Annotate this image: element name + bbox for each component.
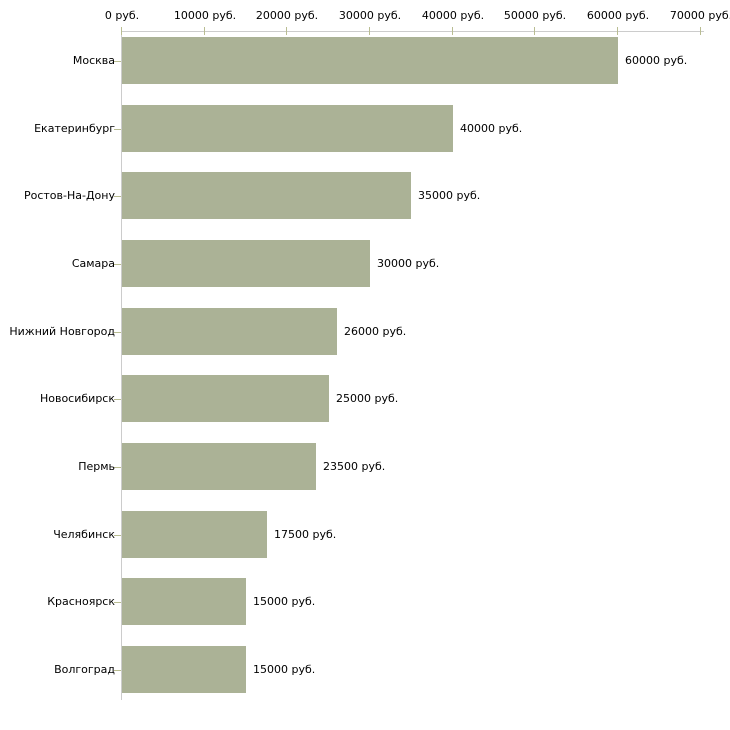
x-tick-mark	[617, 27, 618, 35]
y-tick-mark	[114, 196, 121, 197]
category-label: Ростов-На-Дону	[23, 189, 115, 202]
category-label: Москва	[72, 54, 115, 67]
category-label: Самара	[71, 257, 115, 270]
y-tick-mark	[114, 467, 121, 468]
value-label: 17500 руб.	[274, 528, 337, 541]
x-tick-label: 40000 руб.	[421, 9, 485, 22]
category-label: Красноярск	[47, 595, 115, 608]
value-label: 35000 руб.	[418, 189, 481, 202]
y-axis-line	[121, 31, 122, 700]
x-tick-label: 70000 руб.	[669, 9, 730, 22]
value-label: 25000 руб.	[336, 392, 399, 405]
bar	[122, 443, 316, 490]
bar	[122, 511, 267, 558]
value-label: 23500 руб.	[323, 460, 386, 473]
x-tick-mark	[700, 27, 701, 35]
y-tick-mark	[114, 602, 121, 603]
category-label: Екатеринбург	[34, 122, 115, 135]
x-tick-label: 20000 руб.	[255, 9, 319, 22]
category-label: Пермь	[78, 460, 115, 473]
bar	[122, 646, 246, 693]
category-label: Челябинск	[53, 528, 115, 541]
x-tick-mark	[534, 27, 535, 35]
value-label: 60000 руб.	[625, 54, 688, 67]
x-tick-label: 10000 руб.	[173, 9, 237, 22]
y-tick-mark	[114, 535, 121, 536]
x-tick-mark	[286, 27, 287, 35]
value-label: 26000 руб.	[344, 325, 407, 338]
bar	[122, 240, 370, 287]
bar	[122, 172, 411, 219]
bar	[122, 578, 246, 625]
category-label: Нижний Новгород	[9, 325, 115, 338]
x-tick-mark	[452, 27, 453, 35]
x-tick-mark	[369, 27, 370, 35]
x-tick-label: 60000 руб.	[586, 9, 650, 22]
bar	[122, 375, 329, 422]
x-tick-label: 0 руб.	[104, 9, 140, 22]
x-tick-label: 50000 руб.	[503, 9, 567, 22]
x-tick-mark	[204, 27, 205, 35]
x-tick-label: 30000 руб.	[338, 9, 402, 22]
bar	[122, 105, 453, 152]
value-label: 15000 руб.	[253, 595, 316, 608]
value-label: 40000 руб.	[460, 122, 523, 135]
y-tick-mark	[114, 670, 121, 671]
y-tick-mark	[114, 264, 121, 265]
x-tick-mark	[121, 27, 122, 35]
value-label: 15000 руб.	[253, 663, 316, 676]
category-label: Новосибирск	[39, 392, 115, 405]
y-tick-mark	[114, 332, 121, 333]
category-label: Волгоград	[54, 663, 115, 676]
y-tick-mark	[114, 129, 121, 130]
bar	[122, 37, 618, 84]
x-axis-line	[121, 31, 704, 32]
value-label: 30000 руб.	[377, 257, 440, 270]
bar	[122, 308, 337, 355]
y-tick-mark	[114, 399, 121, 400]
y-tick-mark	[114, 61, 121, 62]
